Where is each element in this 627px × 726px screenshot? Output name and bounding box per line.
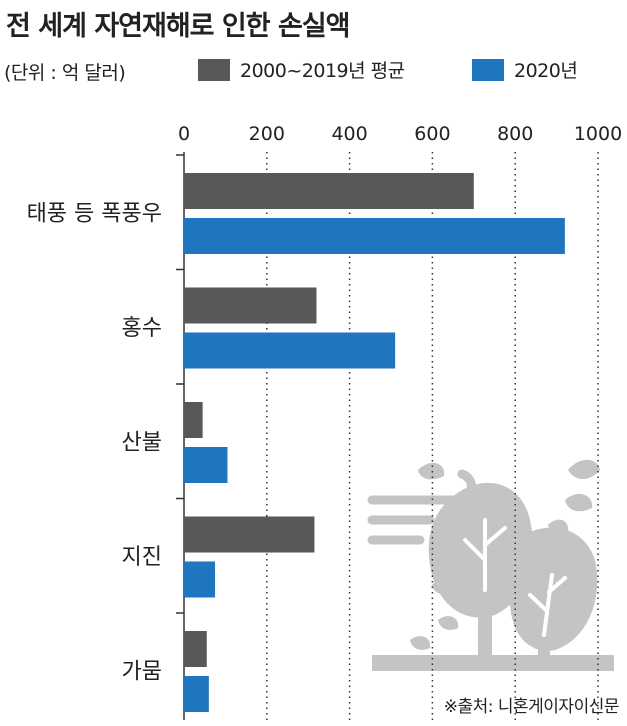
bar-2020 [184,218,565,254]
x-tick-label: 800 [497,123,533,145]
tree-wind-icon [372,459,614,671]
bar-average [184,631,207,667]
category-label: 지진 [122,545,162,570]
x-tick-label: 0 [178,123,190,145]
bar-2020 [184,332,396,369]
source-note: ※출처: 니혼게이자이신문 [443,697,620,717]
unit-label: (단위 : 억 달러) [4,62,126,84]
x-tick-label: 1000 [574,123,622,145]
bar-2020 [184,676,209,712]
x-tick-label: 400 [331,123,367,145]
wind-lines [367,469,476,545]
x-axis-ticks: 0 200 400 600 800 1000 [178,123,622,145]
category-label: 산불 [122,431,162,456]
legend-swatch-average [198,58,230,81]
bar-2020 [184,561,216,598]
bar-average [184,173,474,209]
x-tick-label: 600 [414,123,450,145]
bar-2020 [184,447,228,483]
category-label: 홍수 [122,316,162,341]
x-tick-label: 200 [249,123,285,145]
legend-label-2020: 2020년 [514,60,578,82]
bar-average [184,402,203,438]
legend-label-average: 2000~2019년 평균 [240,60,405,82]
legend-item-2020: 2020년 [472,56,578,83]
legend-item-average: 2000~2019년 평균 [198,56,405,83]
tree-veins [463,518,567,637]
bars [184,173,565,712]
category-label: 가뭄 [122,660,162,685]
bar-average [184,287,317,324]
bar-average [184,516,315,553]
category-label: 태풍 등 폭풍우 [27,202,162,227]
category-axis [176,152,185,720]
legend-swatch-2020 [472,58,504,81]
chart-title: 전 세계 자연재해로 인한 손실액 [6,11,351,42]
